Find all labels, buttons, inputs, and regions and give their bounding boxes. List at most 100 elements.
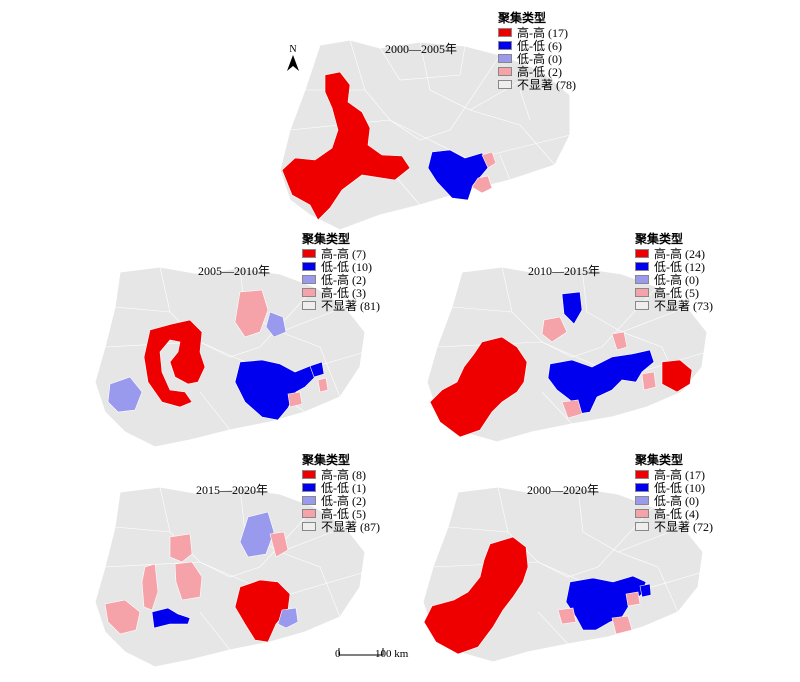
map-panel-2000-2020 bbox=[418, 482, 708, 663]
cluster-high-high bbox=[661, 359, 693, 393]
legend-item-low-low: 低-低 (1) bbox=[302, 480, 380, 495]
cluster-low-low bbox=[151, 607, 191, 629]
legend-swatch bbox=[635, 301, 649, 310]
cluster-high-high bbox=[234, 579, 291, 643]
legend-item-high-high: 高-高 (17) bbox=[498, 25, 576, 40]
legend-label: 低-高 (0) bbox=[517, 51, 562, 66]
cluster-low-high bbox=[277, 607, 299, 629]
legend-label: 低-低 (1) bbox=[321, 480, 366, 495]
legend-2000-2005: 聚集类型 高-高 (17) 低-低 (6) 低-高 (0) 高-低 (2) 不显… bbox=[498, 11, 576, 92]
cluster-high-low bbox=[317, 377, 329, 393]
legend-item-high-low: 高-低 (2) bbox=[498, 64, 576, 79]
cluster-low-high bbox=[107, 376, 143, 413]
legend-item-high-low: 高-低 (5) bbox=[302, 506, 380, 521]
cluster-high-low bbox=[471, 175, 493, 194]
legend-item-low-low: 低-低 (12) bbox=[635, 259, 713, 274]
legend-label: 不显著 (72) bbox=[654, 519, 713, 534]
legend-item-low-high: 低-高 (2) bbox=[302, 494, 380, 508]
legend-label: 高-高 (17) bbox=[517, 25, 568, 40]
legend-swatch bbox=[635, 470, 649, 479]
cluster-high-low bbox=[104, 599, 141, 635]
legend-label: 低-高 (2) bbox=[321, 272, 366, 287]
legend-swatch bbox=[498, 28, 512, 37]
legend-2010-2015: 聚集类型 高-高 (24) 低-低 (12) 低-高 (0) 高-低 (5) 不… bbox=[635, 232, 713, 313]
cluster-high-high bbox=[281, 71, 411, 221]
legend-swatch bbox=[498, 67, 512, 76]
legend-item-high-high: 高-高 (8) bbox=[302, 468, 380, 482]
period-title: 2015—2020年 bbox=[196, 483, 269, 497]
legend-swatch bbox=[302, 483, 316, 492]
legend-label: 高-高 (17) bbox=[654, 467, 705, 482]
scale-bar-line bbox=[338, 648, 384, 656]
cluster-high-low bbox=[287, 391, 303, 408]
cluster-high-low bbox=[269, 531, 289, 558]
legend-item-not-significant: 不显著 (81) bbox=[302, 299, 380, 313]
legend-swatch bbox=[302, 522, 316, 531]
cluster-high-low bbox=[169, 533, 193, 563]
legend-title: 聚集类型 bbox=[302, 453, 351, 467]
legend-label: 高-高 (24) bbox=[654, 246, 705, 261]
legend-swatch bbox=[635, 249, 649, 258]
cluster-high-low bbox=[141, 563, 159, 611]
legend-item-low-low: 低-低 (10) bbox=[302, 260, 380, 274]
cluster-low-low bbox=[639, 583, 652, 598]
legend-label: 低-低 (6) bbox=[517, 38, 562, 53]
north-arrow-icon bbox=[287, 55, 299, 71]
legend-swatch bbox=[302, 262, 316, 271]
legend-title: 聚集类型 bbox=[635, 232, 684, 246]
legend-item-not-significant: 不显著 (72) bbox=[635, 519, 713, 534]
legend-label: 低-高 (0) bbox=[654, 493, 699, 508]
scale-zero-label: 0 bbox=[335, 648, 341, 660]
legend-swatch bbox=[635, 262, 649, 271]
legend-swatch bbox=[635, 522, 649, 531]
legend-item-high-high: 高-高 (7) bbox=[302, 247, 380, 261]
region-map bbox=[94, 266, 366, 448]
cluster-high-low bbox=[641, 371, 657, 391]
legend-swatch bbox=[635, 483, 649, 492]
legend-swatch bbox=[498, 80, 512, 89]
legend-title: 聚集类型 bbox=[498, 11, 547, 25]
cluster-low-low bbox=[234, 359, 319, 421]
legend-swatch bbox=[302, 288, 316, 297]
legend-label: 高-低 (2) bbox=[517, 64, 562, 79]
cluster-low-low bbox=[565, 575, 647, 631]
cluster-high-low bbox=[611, 615, 633, 635]
cluster-high-low bbox=[541, 316, 568, 343]
legend-label: 不显著 (78) bbox=[517, 77, 576, 92]
cluster-high-low bbox=[561, 399, 583, 419]
period-title: 2000—2020年 bbox=[527, 483, 600, 497]
legend-swatch bbox=[635, 275, 649, 284]
cluster-high-high bbox=[143, 319, 206, 408]
legend-swatch bbox=[635, 509, 649, 518]
legend-item-high-low: 高-低 (5) bbox=[635, 285, 713, 300]
legend-item-high-low: 高-低 (3) bbox=[302, 286, 380, 300]
legend-swatch bbox=[302, 470, 316, 479]
legend-item-low-high: 低-高 (0) bbox=[498, 51, 576, 66]
legend-swatch bbox=[635, 288, 649, 297]
cluster-low-high bbox=[265, 311, 287, 338]
legend-label: 不显著 (73) bbox=[654, 298, 713, 313]
legend-swatch bbox=[302, 301, 316, 310]
region-map bbox=[422, 486, 704, 663]
scale-bar: 0 100 km bbox=[335, 648, 425, 674]
legend-swatch bbox=[302, 275, 316, 284]
legend-item-low-high: 低-高 (0) bbox=[635, 493, 713, 508]
region-map bbox=[94, 486, 366, 668]
map-panel-2000-2005 bbox=[270, 30, 571, 231]
cluster-low-low bbox=[309, 361, 325, 378]
legend-swatch bbox=[635, 496, 649, 505]
county-borders bbox=[432, 486, 704, 645]
legend-label: 低-低 (12) bbox=[654, 259, 705, 274]
cluster-high-low bbox=[174, 561, 203, 601]
legend-label: 高-低 (5) bbox=[654, 285, 699, 300]
cluster-high-low bbox=[481, 151, 497, 169]
region-map bbox=[279, 39, 571, 231]
cluster-high-low bbox=[234, 289, 269, 338]
cluster-high-high bbox=[429, 336, 528, 438]
legend-2005-2010: 聚集类型 高-高 (7) 低-低 (10) 低-高 (2) 高-低 (3) 不显… bbox=[302, 232, 380, 313]
legend-label: 高-低 (5) bbox=[321, 506, 366, 521]
legend-item-low-high: 低-高 (2) bbox=[302, 272, 380, 287]
legend-label: 高-低 (4) bbox=[654, 506, 699, 521]
cluster-high-low bbox=[557, 607, 577, 625]
legend-swatch bbox=[498, 54, 512, 63]
